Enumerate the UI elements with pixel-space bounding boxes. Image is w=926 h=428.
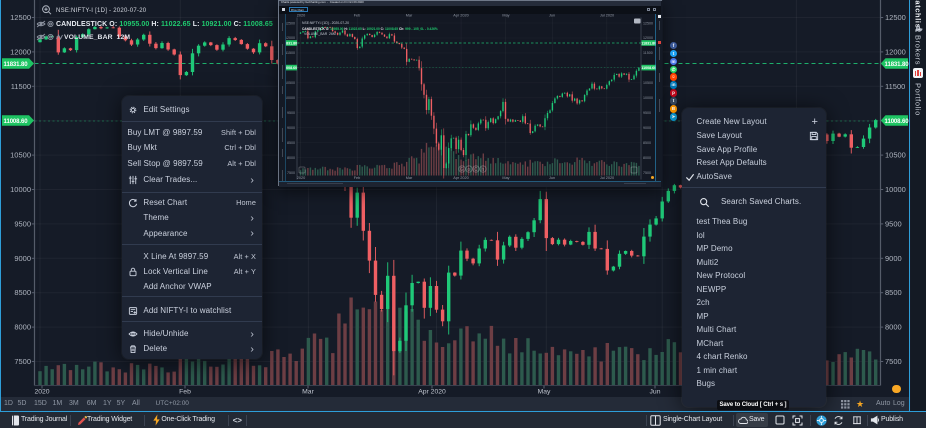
svg-text:10500: 10500: [643, 81, 653, 85]
svg-text:11008.60: 11008.60: [4, 119, 29, 125]
svg-text:12000: 12000: [885, 47, 906, 56]
svg-text:11831.80: 11831.80: [4, 62, 29, 68]
svg-text:11500: 11500: [885, 82, 905, 91]
svg-text:10500: 10500: [885, 151, 906, 160]
svg-text:Apr 2020: Apr 2020: [453, 14, 468, 18]
svg-text:NSE:NIFTY-I [1D] - 2020-07-20: NSE:NIFTY-I [1D] - 2020-07-20: [302, 21, 349, 25]
svg-text:Jul 2020: Jul 2020: [600, 176, 614, 180]
svg-text:12500: 12500: [643, 21, 653, 25]
svg-text:12000: 12000: [643, 36, 653, 40]
svg-text:11831.80: 11831.80: [641, 41, 656, 45]
svg-text:Mar: Mar: [302, 389, 314, 396]
svg-text:10000: 10000: [885, 185, 906, 194]
svg-text:11831.80: 11831.80: [282, 41, 297, 45]
svg-text:G: G: [460, 167, 464, 173]
svg-text:8500: 8500: [643, 141, 651, 145]
svg-text:11500: 11500: [643, 51, 653, 55]
svg-text:11008.60: 11008.60: [885, 119, 910, 125]
svg-text:8500: 8500: [14, 288, 31, 297]
svg-text:Jun: Jun: [549, 176, 555, 180]
svg-text:2020: 2020: [34, 389, 49, 396]
svg-text:o: o: [467, 167, 470, 173]
svg-text:12000: 12000: [285, 36, 295, 40]
svg-text:10000: 10000: [10, 185, 31, 194]
svg-text:11500: 11500: [11, 82, 31, 91]
svg-text:10500: 10500: [10, 151, 31, 160]
svg-text:2020: 2020: [297, 176, 305, 180]
svg-text:9000: 9000: [885, 254, 902, 263]
svg-text:CANDLESTICK O: 10955.00 H: 110: CANDLESTICK O: 10955.00 H: 11022.65 L: 1…: [302, 27, 438, 31]
svg-text:May: May: [538, 389, 551, 396]
svg-text:9500: 9500: [643, 111, 651, 115]
svg-text:9500: 9500: [885, 219, 902, 228]
svg-text:9000: 9000: [14, 254, 31, 263]
svg-text:8000: 8000: [885, 323, 902, 332]
svg-text:8000: 8000: [643, 156, 651, 160]
svg-text:10000: 10000: [643, 96, 653, 100]
svg-text:8000: 8000: [14, 323, 31, 332]
svg-text:7500: 7500: [14, 357, 31, 366]
svg-text:May: May: [502, 176, 509, 180]
svg-text:11008.60: 11008.60: [282, 66, 297, 70]
svg-text:11008.60: 11008.60: [641, 66, 656, 70]
svg-text:VOLUME_BAR 26M: VOLUME_BAR 26M: [304, 32, 336, 36]
svg-text:12000: 12000: [10, 47, 31, 56]
svg-text:9000: 9000: [643, 126, 651, 130]
svg-text:h: h: [481, 167, 484, 173]
svg-text:Apr 2020: Apr 2020: [418, 389, 446, 396]
svg-text:7500: 7500: [885, 357, 902, 366]
svg-text:Mar: Mar: [406, 176, 413, 180]
svg-text:Apr 2020: Apr 2020: [453, 176, 468, 180]
svg-text:May: May: [502, 14, 509, 18]
svg-text:Feb: Feb: [179, 389, 191, 396]
svg-text:8000: 8000: [287, 156, 295, 160]
svg-text:8500: 8500: [885, 288, 902, 297]
svg-text:Jul 2020: Jul 2020: [600, 14, 614, 18]
svg-text:9000: 9000: [287, 126, 295, 130]
svg-text:8500: 8500: [287, 141, 295, 145]
svg-text:Feb: Feb: [354, 14, 361, 18]
svg-text:10000: 10000: [285, 96, 295, 100]
svg-text:11500: 11500: [285, 51, 295, 55]
svg-text:Jun: Jun: [650, 389, 661, 396]
svg-text:7500: 7500: [287, 171, 295, 175]
svg-text:11831.80: 11831.80: [885, 62, 910, 68]
svg-text:2020: 2020: [297, 14, 305, 18]
svg-text:Feb: Feb: [354, 176, 361, 180]
svg-text:10500: 10500: [285, 81, 295, 85]
svg-text:7500: 7500: [643, 171, 651, 175]
svg-text:C: C: [474, 167, 478, 173]
svg-text:12500: 12500: [10, 13, 31, 22]
svg-text:9500: 9500: [287, 111, 295, 115]
svg-text:12500: 12500: [885, 13, 906, 22]
svg-text:9500: 9500: [14, 219, 31, 228]
svg-text:Mar: Mar: [406, 14, 413, 18]
svg-text:Jun: Jun: [549, 14, 555, 18]
svg-text:12500: 12500: [285, 21, 295, 25]
